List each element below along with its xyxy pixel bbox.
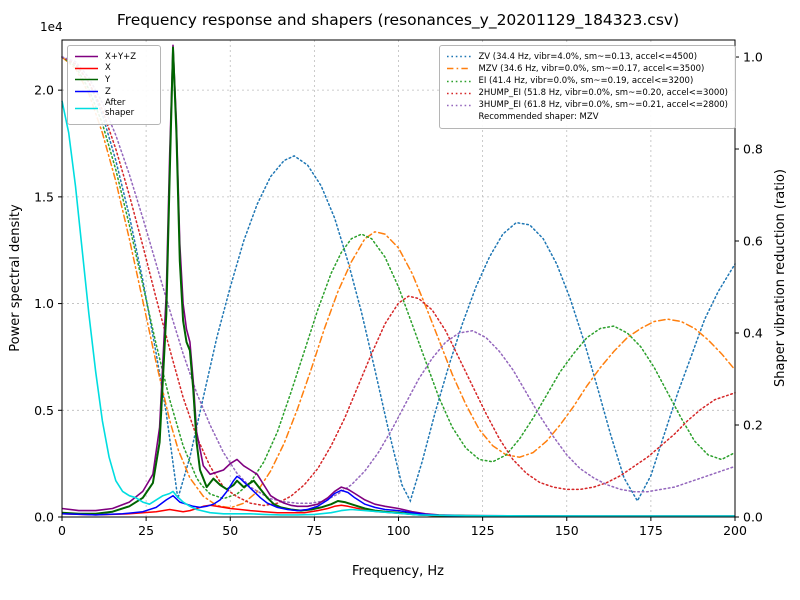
psd-legend-items: X+Y+Z X Y Z After shaper xyxy=(74,52,153,119)
legend-line-sample-z xyxy=(75,90,98,93)
shaper-legend-items: ZV (34.4 Hz, vibr=4.0%, sm~=0.13, accel<… xyxy=(446,52,728,111)
series-zv-line xyxy=(61,56,736,503)
legend-label-2hump_ei: 2HUMP_EI (51.8 Hz, vibr=0.0%, sm~=0.20, … xyxy=(478,87,728,98)
legend-recommended-note-row: Recommended shaper: MZV xyxy=(446,112,728,123)
x-tick-label: 100 xyxy=(387,523,411,538)
y-axis-offset-label: 1e4 xyxy=(40,20,63,34)
legend-item-zv: ZV (34.4 Hz, vibr=4.0%, sm~=0.13, accel<… xyxy=(446,52,728,63)
legend-line-sample-y xyxy=(75,79,98,81)
y-left-axis-label: Power spectral density xyxy=(8,204,23,352)
legend-item-z: Z xyxy=(74,87,153,97)
curve-layer xyxy=(61,44,736,518)
legend-line-sample-mzv xyxy=(447,68,472,70)
y-right-tick-label: 0.6 xyxy=(743,234,763,249)
x-tick-label: 200 xyxy=(723,523,747,538)
legend-label-x: X xyxy=(105,63,111,74)
psd-legend: X+Y+Z X Y Z After shaper xyxy=(67,45,161,126)
y-left-tick-label: 1.0 xyxy=(34,296,54,311)
legend-label-3hump_ei: 3HUMP_EI (61.8 Hz, vibr=0.0%, sm~=0.21, … xyxy=(478,100,728,110)
legend-item-xyz: X+Y+Z xyxy=(74,52,153,62)
legend-label-xyz: X+Y+Z xyxy=(105,51,137,62)
series-ei-line xyxy=(61,56,736,500)
y-right-tick-label: 0.8 xyxy=(743,142,763,157)
y-right-axis-label: Shaper vibration reduction (ratio) xyxy=(773,169,788,387)
legend-label-y: Y xyxy=(105,74,111,85)
legend-line-sample-x xyxy=(75,67,98,70)
legend-item-mzv: MZV (34.6 Hz, vibr=0.0%, sm~=0.17, accel… xyxy=(446,64,728,75)
series-mzv-line xyxy=(61,56,736,509)
y-right-tick-label: 0.2 xyxy=(743,418,763,433)
series-2hump_ei-line xyxy=(61,56,736,507)
legend-label-ei: EI (41.4 Hz, vibr=0.0%, sm~=0.19, accel<… xyxy=(478,75,694,86)
legend-item-2hump_ei: 2HUMP_EI (51.8 Hz, vibr=0.0%, sm~=0.20, … xyxy=(446,88,728,99)
y-left-tick-label: 2.0 xyxy=(34,83,54,98)
legend-label-zv: ZV (34.4 Hz, vibr=4.0%, sm~=0.13, accel<… xyxy=(478,51,698,62)
x-tick-label: 150 xyxy=(555,523,579,538)
legend-line-sample-3hump_ei xyxy=(447,104,472,107)
legend-item-x: X xyxy=(74,63,153,73)
y-right-tick-label: 0.4 xyxy=(743,326,763,341)
x-tick-label: 75 xyxy=(306,523,322,538)
x-tick-label: 125 xyxy=(471,523,495,538)
x-tick-label: 0 xyxy=(58,523,66,538)
legend-label-after_shaper: After shaper xyxy=(105,98,135,119)
legend-line-sample-after_shaper xyxy=(75,107,98,110)
shaper-legend: ZV (34.4 Hz, vibr=4.0%, sm~=0.13, accel<… xyxy=(439,45,736,130)
legend-label-z: Z xyxy=(105,86,111,97)
legend-item-3hump_ei: 3HUMP_EI (61.8 Hz, vibr=0.0%, sm~=0.21, … xyxy=(446,100,728,111)
legend-line-sample-2hump_ei xyxy=(447,92,472,94)
y-left-tick-label: 0.5 xyxy=(34,403,54,418)
series-after_shaper-line xyxy=(61,100,735,517)
y-left-tick-label: 0.0 xyxy=(34,510,54,525)
x-tick-label: 25 xyxy=(138,523,154,538)
x-tick-label: 175 xyxy=(639,523,663,538)
y-left-tick-label: 1.5 xyxy=(34,189,54,204)
tick-layer: 0 25 50 75 100 125 150 175 2000.00.51.01.52.00.0… xyxy=(34,50,763,538)
legend-recommended-note: Recommended shaper: MZV xyxy=(478,112,599,123)
chart-title: Frequency response and shapers (resonanc… xyxy=(117,11,679,30)
legend-label-mzv: MZV (34.6 Hz, vibr=0.0%, sm~=0.17, accel… xyxy=(478,63,705,74)
x-tick-label: 50 xyxy=(222,523,238,538)
y-right-tick-label: 1.0 xyxy=(743,50,763,65)
y-right-tick-label: 0.0 xyxy=(743,510,763,525)
series-z-line xyxy=(61,475,735,518)
legend-sample-spacer xyxy=(446,113,472,122)
series-3hump_ei-line xyxy=(61,56,736,504)
legend-line-sample-xyz xyxy=(75,55,98,58)
x-axis-label: Frequency, Hz xyxy=(352,564,444,579)
legend-item-after_shaper: After shaper xyxy=(74,98,153,118)
legend-item-ei: EI (41.4 Hz, vibr=0.0%, sm~=0.19, accel<… xyxy=(446,76,728,87)
legend-line-sample-ei xyxy=(447,80,472,82)
legend-line-sample-zv xyxy=(447,56,472,58)
legend-item-y: Y xyxy=(74,75,153,85)
